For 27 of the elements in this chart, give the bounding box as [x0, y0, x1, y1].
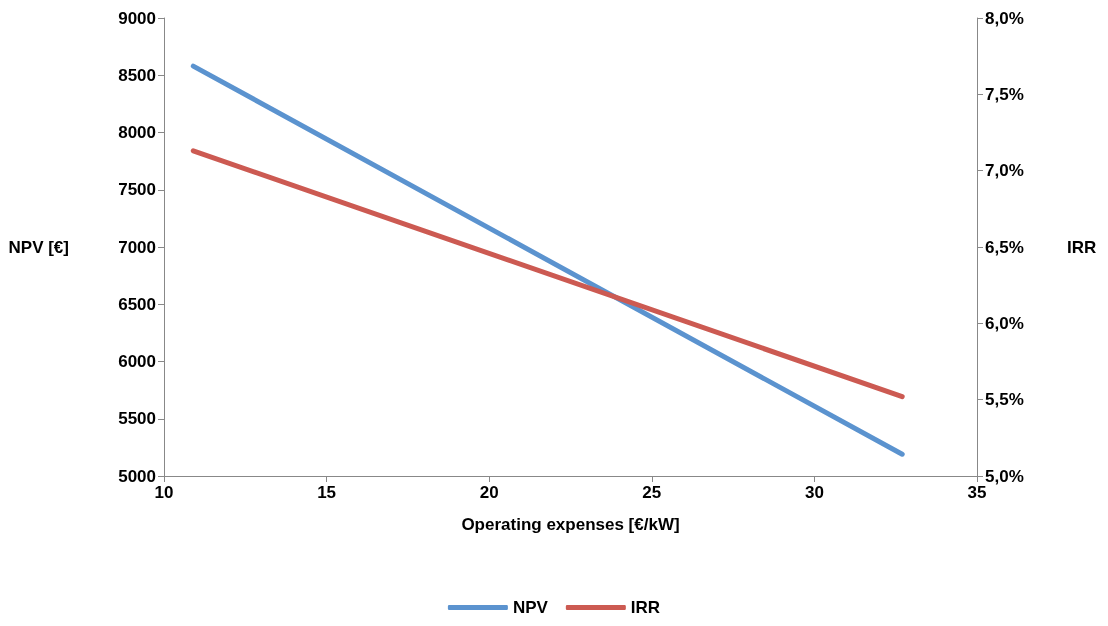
y-tick-label: 8500	[118, 65, 156, 85]
y2-axis-title: IRR	[1067, 237, 1097, 257]
y2-tick-label: 6,5%	[985, 237, 1024, 257]
legend-label: IRR	[630, 598, 661, 617]
y2-tick-label: 7,5%	[985, 84, 1024, 104]
y-tick-label: 9000	[118, 8, 156, 28]
y-tick-label: 6000	[118, 352, 156, 371]
x-tick-label: 20	[479, 483, 499, 502]
x-tick-label: 25	[642, 483, 662, 502]
x-tick-label: 15	[317, 483, 337, 502]
y2-tick-label: 7,0%	[985, 161, 1024, 181]
x-axis-title: Operating expenses [€/kW]	[461, 515, 680, 534]
x-tick-label: 35	[967, 483, 987, 502]
legend-label: NPV	[512, 598, 549, 617]
y-tick-label: 5500	[118, 409, 156, 429]
y2-tick-label: 6,0%	[985, 313, 1024, 333]
y2-tick-label: 8,0%	[985, 8, 1024, 28]
y-tick-label: 7500	[118, 180, 156, 200]
y2-tick-label: 5,0%	[985, 466, 1024, 486]
y-tick-label: 5000	[118, 466, 156, 486]
y2-tick-label: 5,5%	[985, 390, 1024, 410]
y-axis-title: NPV [€]	[8, 237, 69, 257]
y-tick-label: 6500	[118, 294, 156, 314]
x-tick-label: 30	[804, 483, 824, 502]
y-tick-label: 8000	[118, 123, 156, 142]
x-tick-label: 10	[154, 483, 174, 502]
y-tick-label: 7000	[118, 237, 156, 257]
